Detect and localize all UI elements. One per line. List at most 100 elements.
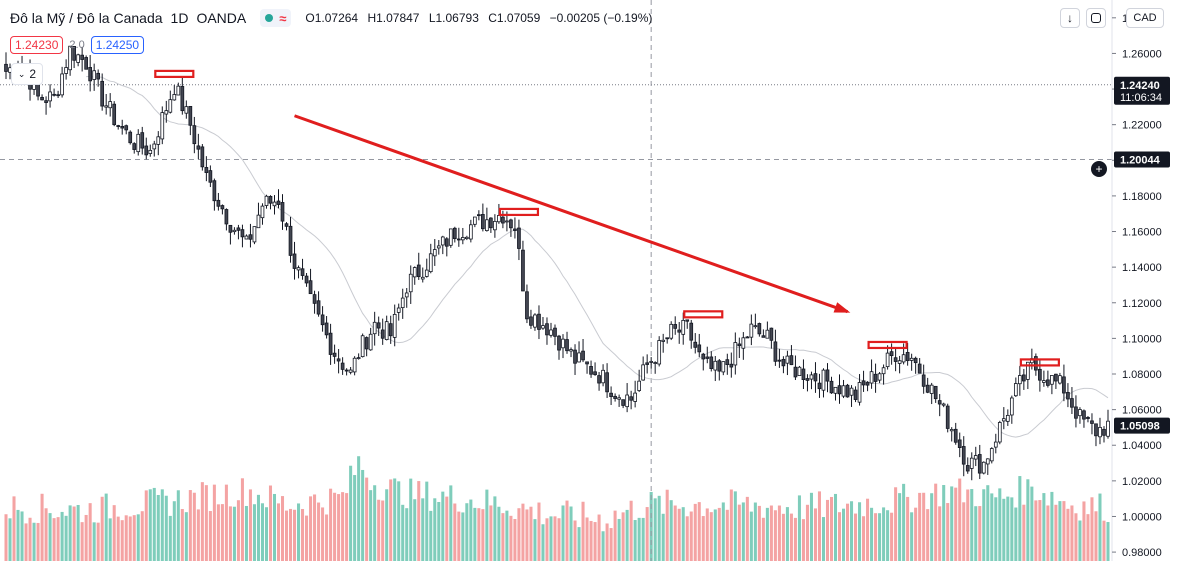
volume-bar	[104, 493, 108, 561]
candle-body	[473, 216, 477, 225]
volume-bar	[389, 479, 393, 561]
candle-body	[1062, 376, 1066, 394]
candle-body	[356, 357, 361, 360]
volume-bar	[1058, 501, 1062, 561]
volume-bar	[184, 512, 188, 561]
candle-body	[845, 384, 850, 398]
candle-body	[96, 72, 101, 80]
candle-body	[877, 373, 882, 381]
candle-body	[232, 229, 237, 233]
volume-bar	[473, 507, 477, 561]
candle-body	[456, 238, 461, 241]
volume-bar	[252, 504, 256, 561]
price-label-box	[1114, 417, 1170, 434]
candle-body	[509, 219, 513, 229]
candle-body	[501, 216, 505, 224]
candle-body	[933, 385, 938, 400]
volume-bar	[597, 514, 601, 561]
candle-body	[689, 322, 694, 341]
volume-bar	[489, 505, 493, 561]
timeframe[interactable]: 1D	[170, 10, 189, 26]
volume-bar	[1086, 514, 1090, 561]
ohlc-change: −0.00205 (−0.19%)	[549, 11, 653, 25]
moving-average-line	[86, 75, 1109, 438]
volume-bar	[962, 502, 966, 561]
volume-bar	[621, 512, 625, 561]
candle-body	[140, 132, 145, 149]
ohlc-high: H1.07847	[367, 11, 420, 25]
spread-value: 2.0	[69, 39, 85, 51]
buy-button[interactable]: 1.24250	[90, 36, 145, 54]
candle-body	[957, 439, 962, 448]
candle-body	[408, 273, 413, 293]
candle-body	[469, 224, 473, 240]
volume-bar	[693, 503, 697, 561]
candle-body	[833, 386, 838, 394]
volume-bar	[144, 490, 148, 561]
indicators-toggle-button[interactable]: ⌄ 2	[11, 63, 43, 85]
sell-button[interactable]: 1.24230	[10, 36, 64, 54]
candle-body	[304, 275, 309, 284]
volume-bar	[441, 491, 445, 561]
candle-body	[657, 340, 662, 365]
candle-body	[1098, 426, 1102, 438]
volume-bar	[862, 516, 866, 561]
candle-body	[1009, 397, 1014, 416]
candle-body	[505, 220, 509, 223]
candle-body	[368, 333, 373, 351]
volume-bar	[280, 496, 285, 561]
volume-bar	[196, 509, 200, 561]
volume-bar	[317, 502, 321, 561]
candle-body	[561, 338, 565, 349]
candle-body	[613, 395, 617, 399]
candle-body	[160, 112, 165, 140]
volume-bar	[268, 485, 273, 561]
volume-bar	[1006, 496, 1010, 561]
volume-bar	[882, 507, 886, 561]
volume-bar	[701, 516, 705, 561]
candle-body	[973, 455, 978, 460]
price-tick-label: 1.22000	[1122, 120, 1162, 132]
candle-body	[701, 353, 706, 360]
candle-body	[581, 350, 585, 361]
candle-body	[717, 360, 722, 372]
candle-body	[324, 322, 329, 336]
candle-body	[268, 195, 273, 204]
candle-body	[769, 327, 774, 341]
arrow-down-button[interactable]: ↓	[1060, 8, 1080, 28]
candle-body	[216, 199, 221, 207]
candle-body	[969, 457, 974, 469]
volume-bar	[256, 494, 260, 561]
fullscreen-button[interactable]	[1086, 8, 1106, 28]
broker-name: OANDA	[196, 10, 247, 26]
candle-body	[364, 337, 369, 350]
price-label-value: 1.24240	[1120, 80, 1160, 92]
volume-bar	[76, 504, 80, 561]
volume-bar	[601, 531, 605, 561]
candle-body	[1086, 417, 1090, 419]
volume-bar	[1022, 504, 1026, 561]
candle-body	[284, 223, 289, 227]
volume-bar	[625, 509, 629, 561]
currency-button[interactable]: CAD	[1126, 8, 1164, 28]
candle-body	[545, 323, 549, 336]
volume-bar	[28, 517, 32, 561]
volume-bar	[417, 481, 421, 561]
candle-body	[685, 319, 690, 322]
status-pill[interactable]: ≈	[260, 9, 292, 27]
volume-bar	[1010, 497, 1014, 561]
volume-bar	[497, 506, 501, 561]
volume-bar	[325, 514, 329, 561]
candle-body	[729, 363, 734, 368]
symbol-name[interactable]: Đô la Mỹ / Đô la Canada	[10, 10, 163, 26]
volume-bar	[293, 509, 297, 561]
volume-bar	[465, 503, 469, 561]
candle-body	[424, 269, 429, 277]
add-alert-plus-icon[interactable]: +	[1091, 161, 1107, 177]
candle-body	[176, 85, 181, 96]
candle-body	[741, 337, 746, 349]
candle-body	[52, 93, 56, 96]
candle-body	[617, 397, 621, 400]
price-tick-label: 1.12000	[1122, 298, 1162, 310]
